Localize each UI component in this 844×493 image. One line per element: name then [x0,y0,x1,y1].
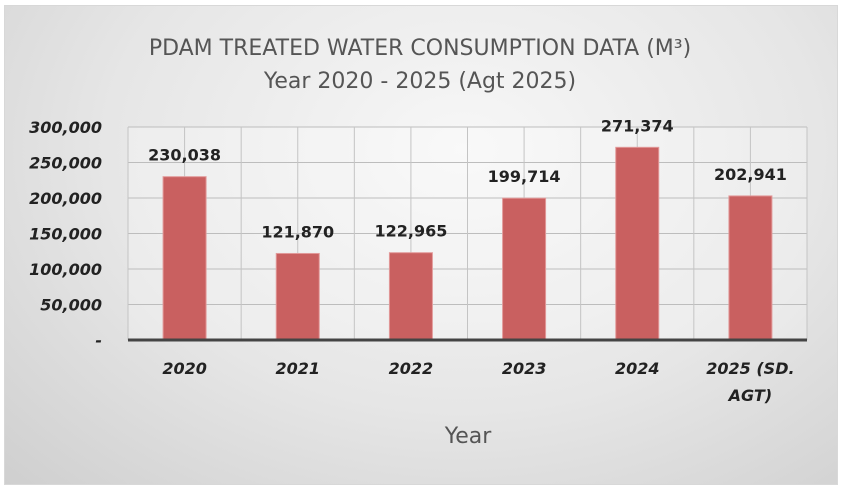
bar [388,252,433,341]
x-tick-label: 2021 [275,359,320,378]
x-tick-label: AGT) [727,386,772,405]
bar [615,146,660,341]
bars [162,146,773,341]
data-label: 199,714 [488,167,561,186]
x-tick-label: 2024 [615,359,660,378]
chart-title: PDAM TREATED WATER CONSUMPTION DATA (M³) [149,36,691,61]
data-label: 122,965 [374,222,447,241]
x-tick-label: 2025 (SD. [706,359,794,378]
y-tick-label: 200,000 [29,189,102,208]
chart-frame [4,5,838,485]
y-tick-label: 50,000 [40,296,102,315]
data-label: 230,038 [148,146,221,165]
y-tick-label: 100,000 [29,260,102,279]
y-tick-label: 150,000 [29,225,102,244]
x-tick-label: 2022 [389,359,434,378]
data-label: 202,941 [714,165,787,184]
y-tick-label: 250,000 [29,154,102,173]
x-axis-ticks: 2020 2021 2022 2023 2024 2025 (SD. AGT) [162,359,794,405]
data-labels: 230,038 121,870 122,965 199,714 271,374 202,9… [148,116,787,241]
y-axis-ticks: - 50,000 100,000 150,000 200,000 250,000 300,0… [29,118,102,350]
bar [728,195,773,341]
x-axis-title: Year [444,424,493,449]
chart-subtitle: Year 2020 - 2025 (Agt 2025) [263,69,576,94]
data-label: 121,870 [261,222,334,241]
bar [162,176,207,341]
data-label: 271,374 [601,116,674,135]
y-tick-label: - [95,331,102,350]
bar [502,197,547,341]
bar [275,252,320,341]
x-tick-label: 2020 [162,359,207,378]
x-tick-label: 2023 [502,359,547,378]
y-tick-label: 300,000 [29,118,102,137]
